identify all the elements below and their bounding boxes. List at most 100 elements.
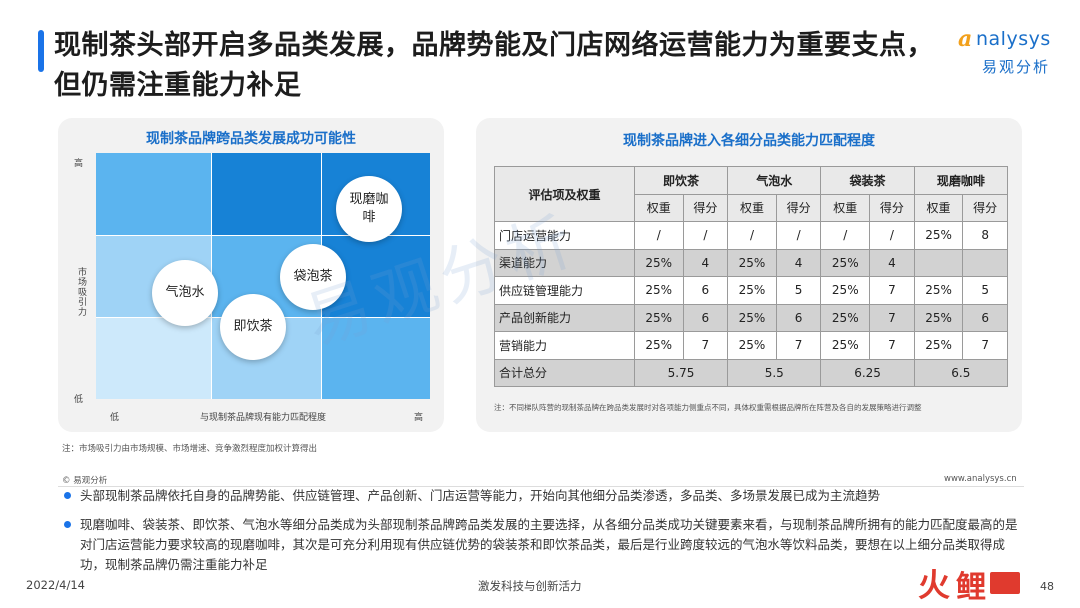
row-label: 供应链管理能力 bbox=[494, 276, 635, 305]
row-label: 门店运营能力 bbox=[494, 221, 635, 250]
table-cell: 4 bbox=[682, 248, 729, 277]
table-cell bbox=[962, 248, 1008, 277]
table-cell: 7 bbox=[682, 331, 729, 360]
category-header: 即饮茶 bbox=[633, 166, 729, 195]
matrix-cell bbox=[211, 153, 321, 235]
table-cell: 25% bbox=[820, 331, 871, 360]
table-cell: 7 bbox=[775, 331, 822, 360]
category-header: 气泡水 bbox=[727, 166, 822, 195]
total-label: 合计总分 bbox=[494, 358, 635, 387]
row-label: 产品创新能力 bbox=[494, 303, 635, 332]
table-row: 渠道能力 25% 4 25% 4 25% 4 bbox=[494, 248, 1008, 277]
table-cell: 25% bbox=[633, 248, 684, 277]
sub-header-weight: 权重 bbox=[913, 193, 964, 222]
table-cell: 4 bbox=[869, 248, 915, 277]
table-cell: 25% bbox=[820, 276, 871, 305]
huoli-brand-logo: 火 鲤 bbox=[918, 560, 1020, 605]
sub-header-score: 得分 bbox=[682, 193, 729, 222]
capability-table: 评估项及权重 即饮茶 气泡水 袋装茶 现磨咖啡 权重 得分 权重 得分 权重 得… bbox=[494, 166, 1009, 387]
table-cell: 4 bbox=[775, 248, 822, 277]
table-cell: 25% bbox=[727, 248, 777, 277]
site-link[interactable]: www.analysys.cn bbox=[944, 474, 1017, 484]
x-axis-label: 与现制茶品牌现有能力匹配程度 bbox=[200, 413, 327, 423]
brand-glyph-huo: 火 bbox=[918, 566, 951, 604]
sub-header-weight: 权重 bbox=[820, 193, 871, 222]
table-cell: 6 bbox=[682, 276, 729, 305]
table-row: 门店运营能力 / / / / / / 25% 8 bbox=[494, 221, 1008, 250]
table-cell: 6 bbox=[962, 303, 1008, 332]
footer-date: 2022/4/14 bbox=[26, 578, 85, 592]
logo-chinese: 易观分析 bbox=[982, 58, 1051, 76]
title-accent-bar bbox=[38, 30, 44, 72]
matrix-cell bbox=[321, 317, 430, 399]
table-cell: 25% bbox=[727, 276, 777, 305]
table-cell bbox=[913, 248, 964, 277]
table-cell: 25% bbox=[820, 303, 871, 332]
table-cell: 25% bbox=[727, 331, 777, 360]
table-row: 营销能力 25% 7 25% 7 25% 7 25% 7 bbox=[494, 331, 1008, 360]
table-cell: / bbox=[775, 221, 822, 250]
table-row: 产品创新能力 25% 6 25% 6 25% 7 25% 6 bbox=[494, 303, 1008, 332]
table-cell: 7 bbox=[869, 276, 915, 305]
matrix-cell bbox=[96, 317, 211, 399]
analysys-logo: a nalysys 易观分析 bbox=[958, 26, 1068, 82]
total-cell: 6.25 bbox=[820, 358, 915, 387]
total-cell: 5.75 bbox=[633, 358, 729, 387]
y-axis-label: 市场吸引力 bbox=[78, 268, 88, 318]
y-axis-high: 高 bbox=[74, 159, 84, 169]
table-cell: 25% bbox=[913, 331, 964, 360]
bullet-text: 头部现制茶品牌依托自身的品牌势能、供应链管理、产品创新、门店运营等能力，开始向其… bbox=[80, 488, 881, 503]
footer-divider bbox=[58, 486, 1024, 487]
table-cell: 7 bbox=[962, 331, 1008, 360]
table-cell: 25% bbox=[633, 276, 684, 305]
matrix-cell bbox=[96, 153, 211, 235]
table-cell: 25% bbox=[633, 303, 684, 332]
matrix-divider bbox=[96, 235, 430, 236]
table-note: 注：不同梯队阵营的现制茶品牌在跨品类发展时对各项能力侧重点不同，具体权重需根据品… bbox=[494, 403, 922, 412]
table-cell: / bbox=[633, 221, 684, 250]
bubble-sparkling-water: 气泡水 bbox=[152, 260, 218, 326]
table-cell: 5 bbox=[962, 276, 1008, 305]
table-cell: 25% bbox=[913, 276, 964, 305]
bubble-coffee: 现磨咖啡 bbox=[336, 176, 402, 242]
sub-header-weight: 权重 bbox=[727, 193, 777, 222]
bullet-point: 现磨咖啡、袋装茶、即饮茶、气泡水等细分品类成为头部现制茶品牌跨品类发展的主要选择… bbox=[64, 515, 1022, 575]
row-label: 渠道能力 bbox=[494, 248, 635, 277]
table-row-total: 合计总分 5.75 5.5 6.25 6.5 bbox=[494, 358, 1009, 387]
row-label: 营销能力 bbox=[494, 331, 635, 360]
table-cell: / bbox=[682, 221, 729, 250]
x-axis-low: 低 bbox=[110, 413, 120, 423]
total-cell: 5.5 bbox=[727, 358, 822, 387]
source-credit: © 易观分析 bbox=[62, 476, 108, 486]
logo-a-glyph: a bbox=[958, 26, 973, 52]
table-cell: 7 bbox=[869, 303, 915, 332]
logo-word: nalysys bbox=[976, 28, 1051, 50]
sub-header-score: 得分 bbox=[775, 193, 822, 222]
y-axis-low: 低 bbox=[74, 395, 84, 405]
sub-header-score: 得分 bbox=[869, 193, 915, 222]
table-cell: 5 bbox=[775, 276, 822, 305]
footer-slogan: 激发科技与创新活力 bbox=[478, 579, 582, 593]
category-header: 现磨咖啡 bbox=[913, 166, 1009, 195]
table-cell: 25% bbox=[633, 331, 684, 360]
table-cell: 7 bbox=[869, 331, 915, 360]
table-cell: 25% bbox=[727, 303, 777, 332]
table-title: 现制茶品牌进入各细分品类能力匹配程度 bbox=[623, 133, 875, 149]
table-cell: 25% bbox=[820, 248, 871, 277]
table-cell: 25% bbox=[913, 303, 964, 332]
brand-glyph-li: 鲤 bbox=[956, 570, 986, 605]
table-corner-header: 评估项及权重 bbox=[494, 166, 635, 222]
x-axis-high: 高 bbox=[414, 413, 424, 423]
bubble-rtd-tea: 即饮茶 bbox=[220, 294, 286, 360]
table-cell: 8 bbox=[962, 221, 1008, 250]
bubble-teabag: 袋泡茶 bbox=[280, 244, 346, 310]
page-title: 现制茶头部开启多品类发展，品牌势能及门店网络运营能力为重要支点，但仍需注重能力补… bbox=[54, 30, 934, 101]
table-cell: / bbox=[820, 221, 871, 250]
matrix-title: 现制茶品牌跨品类发展成功可能性 bbox=[146, 131, 356, 147]
category-header: 袋装茶 bbox=[820, 166, 915, 195]
brand-block bbox=[990, 572, 1020, 594]
table-cell: / bbox=[869, 221, 915, 250]
page-number: 48 bbox=[1040, 580, 1054, 593]
table-cell: 6 bbox=[682, 303, 729, 332]
table-cell: 25% bbox=[913, 221, 964, 250]
